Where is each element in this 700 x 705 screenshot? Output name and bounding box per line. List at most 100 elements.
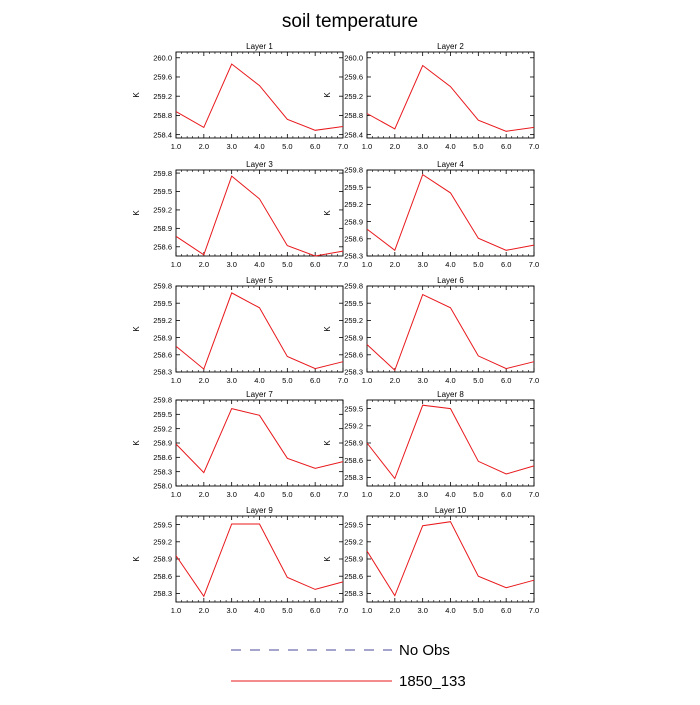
x-tick-label: 4.0 (445, 142, 455, 151)
panel-9: Layer 9 K 1.0 2.0 3.0 4.0 5.0 6.0 7.0 258.3 258.6 2… (132, 506, 348, 615)
y-axis-label: K (132, 556, 141, 562)
y-tick-label: 258.3 (344, 589, 363, 598)
x-tick-label: 3.0 (226, 142, 236, 151)
x-tick-label: 6.0 (310, 142, 320, 151)
x-tick-label: 2.0 (390, 376, 400, 385)
x-tick-label: 2.0 (199, 260, 209, 269)
series-line (175, 292, 344, 370)
plot-frame (175, 51, 344, 139)
plot-frame (366, 515, 535, 603)
legend: No Obs 1850_133 (231, 642, 466, 690)
x-tick-label: 3.0 (417, 606, 427, 615)
y-tick-label: 259.2 (153, 538, 172, 547)
y-tick-label: 259.2 (153, 92, 172, 101)
y-tick-label: 259.5 (153, 299, 172, 308)
y-tick-label: 259.2 (153, 316, 172, 325)
y-axis-label: K (132, 210, 141, 216)
panel-2: Layer 2 K 1.0 2.0 3.0 4.0 5.0 6.0 7.0 258.4 258.8 2… (323, 42, 539, 151)
x-tick-label: 5.0 (282, 376, 292, 385)
y-tick-label: 258.6 (344, 351, 363, 360)
x-tick-label: 2.0 (390, 142, 400, 151)
y-tick-label: 258.6 (344, 572, 363, 581)
y-tick-label: 258.3 (153, 368, 172, 377)
panel-title: Layer 8 (437, 390, 464, 399)
panel-1: Layer 1 K 1.0 2.0 3.0 4.0 5.0 6.0 7.0 258.4 258.8 2… (132, 42, 348, 151)
y-tick-label: 258.6 (153, 242, 172, 251)
y-axis-label: K (132, 92, 141, 98)
panel-title: Layer 3 (246, 160, 273, 169)
x-tick-label: 4.0 (445, 260, 455, 269)
y-tick-label: 259.2 (153, 424, 172, 433)
y-tick-label: 259.2 (344, 422, 363, 431)
y-tick-label: 259.8 (153, 169, 172, 178)
x-tick-label: 4.0 (445, 490, 455, 499)
x-tick-label: 2.0 (199, 142, 209, 151)
x-tick-label: 6.0 (501, 606, 511, 615)
y-tick-label: 259.5 (344, 299, 363, 308)
y-tick-label: 258.0 (153, 482, 172, 491)
panel-title: Layer 4 (437, 160, 464, 169)
x-tick-label: 7.0 (529, 260, 539, 269)
y-axis-label: K (323, 556, 332, 562)
y-tick-label: 258.9 (153, 439, 172, 448)
x-tick-label: 5.0 (282, 606, 292, 615)
x-tick-label: 3.0 (417, 142, 427, 151)
panel-5: Layer 5 K 1.0 2.0 3.0 4.0 5.0 6.0 7.0 258.3 258.6 2… (132, 276, 348, 385)
y-tick-label: 259.2 (344, 92, 363, 101)
panel-7: Layer 7 K 1.0 2.0 3.0 4.0 5.0 6.0 7.0 258.0 258.3 2… (132, 390, 348, 499)
x-tick-label: 3.0 (226, 490, 236, 499)
x-tick-label: 4.0 (254, 606, 264, 615)
x-tick-label: 1.0 (171, 606, 181, 615)
y-tick-label: 260.0 (153, 53, 172, 62)
x-tick-label: 2.0 (390, 606, 400, 615)
y-tick-label: 258.9 (344, 217, 363, 226)
x-tick-label: 5.0 (473, 142, 483, 151)
plot-frame (175, 169, 344, 257)
x-tick-label: 2.0 (199, 490, 209, 499)
x-tick-label: 7.0 (338, 606, 348, 615)
y-tick-label: 259.2 (153, 206, 172, 215)
series-line (175, 523, 344, 598)
panel-title: Layer 5 (246, 276, 273, 285)
y-tick-label: 259.8 (344, 282, 363, 291)
x-tick-label: 5.0 (282, 490, 292, 499)
y-axis-label: K (323, 210, 332, 216)
x-tick-label: 7.0 (338, 260, 348, 269)
y-tick-label: 258.4 (153, 130, 172, 139)
y-tick-label: 259.5 (153, 187, 172, 196)
y-tick-label: 259.8 (153, 282, 172, 291)
plot-frame (366, 285, 535, 373)
series-line (175, 63, 344, 131)
x-tick-label: 3.0 (226, 260, 236, 269)
y-tick-label: 258.9 (344, 333, 363, 342)
x-tick-label: 3.0 (417, 490, 427, 499)
x-tick-label: 1.0 (171, 376, 181, 385)
panel-10: Layer 10 K 1.0 2.0 3.0 4.0 5.0 6.0 7.0 258.3 258.6… (323, 506, 539, 615)
series-line (366, 173, 535, 252)
x-tick-label: 2.0 (390, 490, 400, 499)
x-tick-label: 6.0 (310, 376, 320, 385)
legend-label: 1850_133 (399, 673, 466, 690)
y-tick-label: 259.6 (344, 73, 363, 82)
x-tick-label: 3.0 (417, 260, 427, 269)
y-tick-label: 259.5 (153, 410, 172, 419)
x-tick-label: 5.0 (473, 260, 483, 269)
x-tick-label: 1.0 (171, 490, 181, 499)
series-line (366, 293, 535, 372)
y-axis-label: K (132, 440, 141, 446)
legend-label: No Obs (399, 642, 450, 659)
y-tick-label: 259.8 (344, 166, 363, 175)
x-tick-label: 1.0 (171, 260, 181, 269)
y-tick-label: 259.5 (344, 404, 363, 413)
x-tick-label: 6.0 (501, 142, 511, 151)
x-tick-label: 1.0 (362, 260, 372, 269)
y-tick-label: 259.8 (153, 396, 172, 405)
y-tick-label: 258.8 (344, 111, 363, 120)
x-tick-label: 4.0 (254, 376, 264, 385)
panel-6: Layer 6K1.0 2.0 3.0 4.0 5.0 6.0 7.0258.3258.62… (323, 276, 539, 385)
x-tick-label: 4.0 (254, 490, 264, 499)
x-tick-label: 1.0 (362, 490, 372, 499)
x-tick-label: 6.0 (310, 606, 320, 615)
series-line (366, 64, 535, 132)
